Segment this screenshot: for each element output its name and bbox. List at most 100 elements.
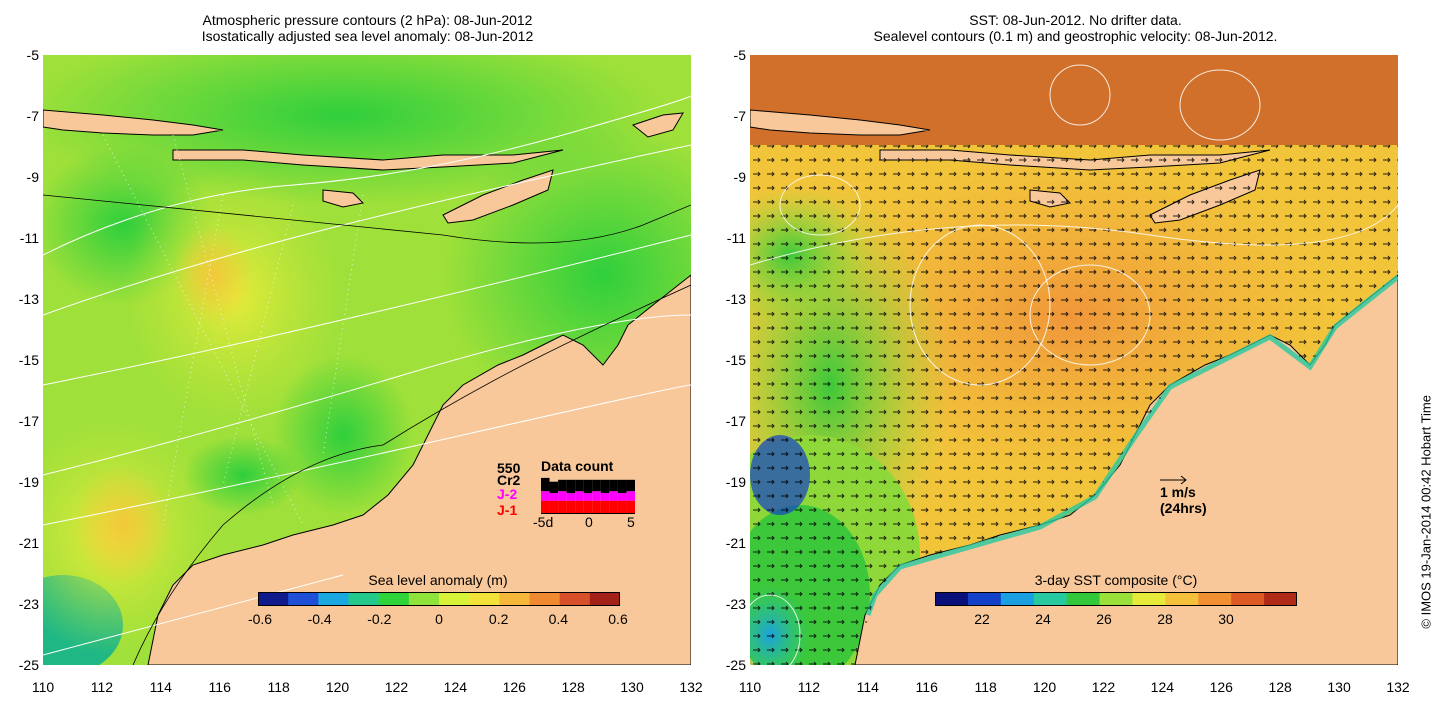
- dc-tick-neg5: -5d: [533, 514, 554, 530]
- anomaly-green-center: [273, 355, 413, 515]
- data-count-bar-j2: [609, 491, 618, 501]
- lat-tick-label: -7: [733, 108, 746, 124]
- lat-tick-label: -25: [725, 657, 746, 673]
- right-colorbar-swatch: [967, 592, 1002, 606]
- left-colorbar-swatch: [559, 592, 591, 606]
- data-count-bar-j1: [592, 500, 601, 514]
- lat-tick-label: -17: [18, 413, 39, 429]
- data-count-bar-j2: [592, 491, 601, 501]
- data-count-bar-j2: [575, 491, 584, 501]
- lat-tick-label: -15: [18, 352, 39, 368]
- left-colorbar-swatch: [499, 592, 531, 606]
- left-title-line2: Isostatically adjusted sea level anomaly…: [201, 28, 534, 44]
- right-colorbar: [935, 592, 1297, 606]
- lon-tick-label: 122: [1091, 679, 1116, 695]
- data-count-title: Data count: [541, 458, 614, 474]
- data-count-bar-cr2: [617, 479, 627, 494]
- right-colorbar-swatch: [1165, 592, 1199, 606]
- right-colorbar-swatch: [1198, 592, 1232, 606]
- right-colorbar-tick-label: 26: [1096, 611, 1112, 627]
- data-count-bar-j1: [575, 500, 584, 514]
- right-colorbar-swatch: [1000, 592, 1035, 606]
- lon-tick-label: 122: [384, 679, 409, 695]
- data-count-bar-cr2: [592, 479, 601, 492]
- credit-text: © IMOS 19-Jan-2014 00:42 Hobart Time: [1419, 395, 1434, 629]
- sst-map[interactable]: [750, 55, 1398, 665]
- left-map-title: Atmospheric pressure contours (2 hPa): 0…: [40, 12, 695, 44]
- right-colorbar-swatch: [1264, 592, 1297, 606]
- left-colorbar-swatch: [258, 592, 289, 606]
- left-colorbar-swatch: [408, 592, 440, 606]
- right-colorbar-tick-label: 24: [1035, 611, 1051, 627]
- lon-tick-label: 126: [502, 679, 526, 695]
- data-count-bar-j1: [609, 500, 618, 514]
- left-colorbar-tick-label: 0: [435, 611, 443, 627]
- bathymetry-shelf: [132, 284, 691, 665]
- lon-tick-label: 132: [679, 679, 703, 695]
- left-colorbar-tick-label: -0.6: [247, 611, 273, 627]
- right-colorbar-swatch: [935, 592, 969, 606]
- lat-tick-label: -9: [26, 169, 39, 185]
- lat-tick-label: -19: [725, 474, 746, 490]
- lat-tick-label: -17: [725, 413, 746, 429]
- left-colorbar-swatch: [469, 592, 500, 606]
- lon-tick-label: 120: [325, 679, 350, 695]
- data-count-bar-j2: [558, 491, 567, 501]
- data-count-bar-cr2: [566, 479, 576, 494]
- lon-tick-label: 126: [1209, 679, 1233, 695]
- java-bali-islands: [43, 109, 224, 136]
- data-count-bar-cr2: [549, 481, 559, 494]
- sealevel-contours: [750, 64, 1398, 665]
- dc-tick-5: 5: [627, 514, 635, 530]
- data-count-bar-j2: [541, 491, 550, 501]
- scale-label-speed: 1 m/s: [1160, 484, 1196, 500]
- lat-tick-label: -11: [19, 230, 39, 246]
- data-count-bar-cr2: [583, 479, 593, 494]
- lon-tick-label: 112: [90, 679, 114, 695]
- left-colorbar-tick-label: 0.4: [548, 611, 569, 627]
- lon-tick-label: 118: [974, 679, 997, 695]
- australia-landmass: [147, 274, 691, 665]
- lat-tick-label: -23: [725, 596, 746, 612]
- right-colorbar-swatch: [1231, 592, 1265, 606]
- data-count-bar-j2: [617, 493, 627, 501]
- right-colorbar-title: 3-day SST composite (°C): [1034, 572, 1198, 588]
- left-colorbar-swatch: [378, 592, 410, 606]
- geostrophic-velocity-field: [750, 145, 1398, 665]
- lon-tick-label: 114: [856, 679, 879, 695]
- lon-tick-label: 110: [738, 679, 762, 695]
- data-count-bar-j1: [583, 500, 593, 514]
- lon-tick-label: 124: [443, 679, 468, 695]
- right-colorbar-swatch: [1099, 592, 1134, 606]
- data-count-bar-cr2: [626, 479, 635, 492]
- data-count-bar-j1: [566, 500, 576, 514]
- data-count-bar-j2: [566, 493, 576, 501]
- lon-tick-label: 120: [1032, 679, 1057, 695]
- dc-tick-0: 0: [585, 514, 593, 530]
- data-count-bar-j1: [549, 500, 559, 514]
- java-bali-islands-sst: [750, 109, 931, 136]
- data-count-bar-j2: [583, 493, 593, 501]
- flores-banda-islands: [631, 112, 684, 138]
- lon-tick-label: 128: [561, 679, 585, 695]
- data-count-bar-cr2: [558, 479, 567, 492]
- right-colorbar-tick-label: 28: [1157, 611, 1173, 627]
- lon-tick-label: 110: [31, 679, 55, 695]
- lon-tick-label: 116: [208, 679, 231, 695]
- lesser-sunda-islands: [172, 149, 564, 171]
- lat-tick-label: -23: [18, 596, 39, 612]
- right-colorbar-tick-label: 22: [974, 611, 990, 627]
- anomaly-orange-2: [73, 465, 173, 585]
- sumba-island: [322, 189, 365, 208]
- sst-map-svg: [750, 55, 1398, 665]
- data-count-bar-j2: [626, 491, 635, 501]
- sea-level-anomaly-map[interactable]: [43, 55, 691, 665]
- left-colorbar-tick-label: 0.6: [608, 611, 628, 627]
- lat-tick-label: -9: [733, 169, 746, 185]
- lat-tick-label: -5: [733, 47, 746, 63]
- lat-tick-label: -5: [26, 47, 39, 63]
- lon-tick-label: 118: [267, 679, 290, 695]
- data-count-bar-cr2: [541, 477, 550, 492]
- data-count-bar-j1: [558, 500, 567, 514]
- right-title-line2: Sealevel contours (0.1 m) and geostrophi…: [873, 28, 1278, 44]
